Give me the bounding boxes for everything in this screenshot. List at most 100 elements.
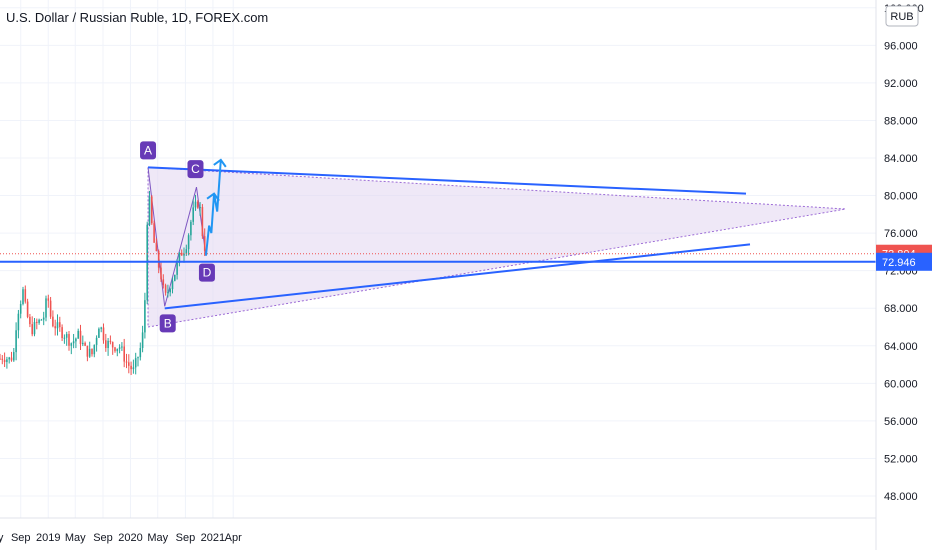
x-tick-label: Apr	[225, 532, 242, 544]
candle	[63, 334, 66, 344]
candle-body	[24, 289, 27, 302]
abcd-zigzag	[147, 167, 207, 307]
forecast-arrowhead	[213, 158, 227, 168]
candle-body	[125, 361, 128, 363]
candle-body	[52, 316, 54, 327]
candle-body	[54, 326, 56, 329]
candle	[190, 219, 192, 241]
pattern-point-label: A	[144, 143, 152, 157]
candle	[164, 283, 167, 296]
candle	[201, 204, 204, 239]
pattern-lower-dotted	[147, 208, 847, 328]
candle-body	[169, 289, 171, 293]
candle-body	[190, 221, 192, 236]
candle	[59, 316, 61, 332]
candle	[148, 190, 151, 227]
candle	[6, 356, 8, 369]
candle	[47, 294, 50, 308]
upper-trendline[interactable]	[147, 166, 747, 195]
candlestick-series	[0, 190, 206, 376]
candle-body	[47, 298, 50, 301]
candle-body	[194, 201, 197, 208]
candle-body	[8, 357, 10, 360]
candle	[155, 238, 158, 252]
lower-trendline[interactable]	[164, 243, 751, 310]
candle	[199, 202, 201, 216]
x-tick-label: 2019	[36, 532, 60, 544]
candle-body	[183, 253, 185, 256]
candle	[56, 314, 59, 336]
candle-body	[167, 292, 169, 294]
candle-body	[155, 242, 158, 252]
candle-body	[75, 338, 77, 342]
candle	[84, 341, 86, 347]
candle	[91, 348, 93, 357]
x-tick-label: 2021	[201, 532, 225, 544]
pattern-point-d[interactable]: D	[198, 263, 215, 282]
candle	[86, 345, 89, 362]
candle	[33, 317, 36, 337]
candle-body	[105, 340, 107, 349]
candle	[24, 285, 27, 304]
support-level-badge: 72.946	[876, 252, 932, 271]
candle-body	[84, 342, 86, 346]
y-tick-label: 96.000	[884, 40, 918, 52]
candle	[68, 331, 70, 351]
candle-body	[49, 300, 52, 317]
pattern-point-a[interactable]: A	[140, 141, 157, 160]
candle	[203, 228, 206, 257]
candle	[171, 277, 174, 294]
candle	[65, 331, 68, 346]
candle-body	[6, 359, 8, 363]
pattern-upper-dotted	[148, 166, 847, 210]
candle	[111, 341, 114, 355]
currency-badge[interactable]	[885, 5, 919, 27]
support-level-text: 72.946	[882, 257, 916, 269]
y-tick-label: 68.000	[884, 303, 918, 315]
candle	[144, 292, 146, 339]
candle	[36, 318, 38, 330]
forecast-path[interactable]	[204, 159, 222, 256]
candle-body	[114, 347, 116, 352]
candle	[121, 342, 123, 351]
candle-body	[178, 252, 181, 263]
candle	[72, 333, 75, 349]
candle	[197, 199, 199, 209]
candle	[107, 338, 109, 356]
candle	[162, 274, 165, 289]
candle-body	[185, 249, 188, 254]
candle	[141, 325, 144, 353]
candle	[31, 316, 33, 337]
candle-body	[15, 330, 17, 353]
candle	[153, 220, 155, 243]
x-tick-label: May	[0, 532, 4, 544]
candle-body	[22, 289, 24, 304]
candle-body	[160, 267, 162, 280]
candle-body	[100, 327, 102, 329]
candle	[98, 327, 100, 338]
pattern-point-label: D	[203, 266, 212, 280]
pattern-point-c[interactable]: C	[187, 160, 204, 179]
candle	[114, 346, 116, 353]
candle-body	[153, 223, 155, 243]
pattern-point-marker	[187, 160, 204, 179]
candle	[40, 318, 43, 321]
candle-body	[157, 251, 160, 268]
x-tick-label: Sep	[93, 532, 113, 544]
candle	[123, 338, 125, 368]
candle	[180, 249, 183, 256]
pattern-point-label: B	[164, 316, 172, 330]
candle	[52, 310, 54, 328]
candle-body	[201, 207, 204, 237]
support-level-badge-bg	[876, 252, 932, 271]
candle	[100, 326, 102, 333]
y-tick-label: 84.000	[884, 153, 918, 165]
candle	[19, 300, 22, 319]
x-tick-label: 2020	[118, 532, 142, 544]
candle-body	[45, 298, 47, 318]
pattern-point-b[interactable]: B	[159, 314, 176, 333]
candle-body	[174, 274, 176, 281]
candle	[183, 247, 185, 263]
candle	[38, 318, 40, 325]
